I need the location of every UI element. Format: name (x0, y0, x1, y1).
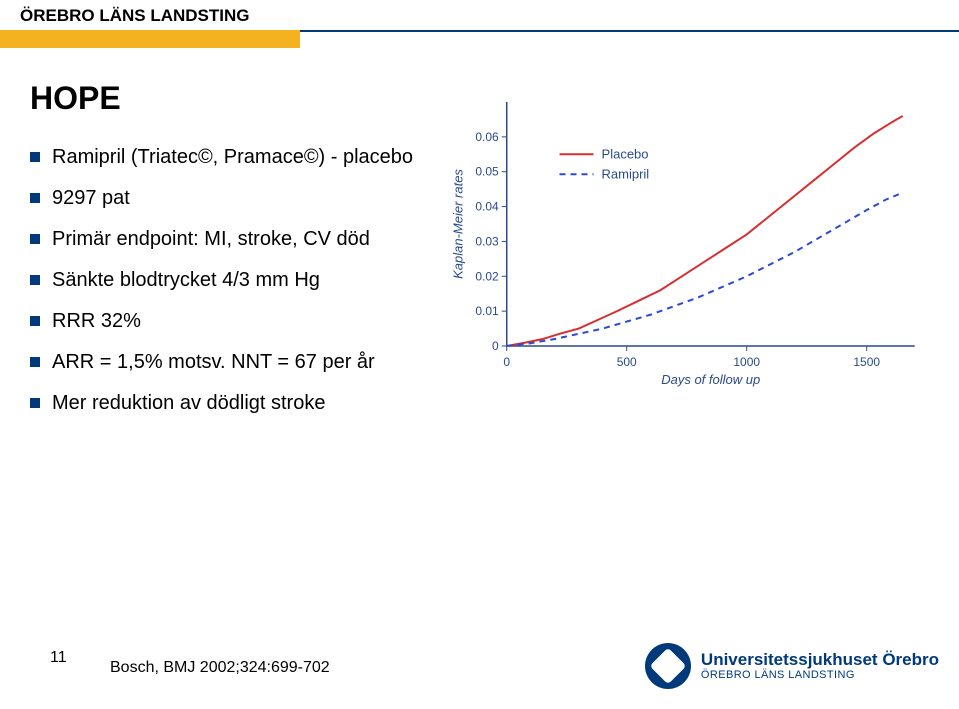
svg-text:Days of follow up: Days of follow up (661, 372, 760, 387)
header-accent-bar (0, 30, 300, 48)
footer-logo: Universitetssjukhuset Örebro ÖREBRO LÄNS… (645, 643, 939, 689)
bullet-list: Ramipril (Triatec©, Pramace©) - placebo 9… (30, 145, 436, 416)
org-name: ÖREBRO LÄNS LANDSTING (20, 6, 250, 26)
svg-text:Ramipril: Ramipril (601, 166, 649, 181)
bullet-item: Ramipril (Triatec©, Pramace©) - placebo (30, 145, 436, 170)
svg-text:0.02: 0.02 (475, 269, 499, 283)
bullet-item: Sänkte blodtrycket 4/3 mm Hg (30, 268, 436, 293)
svg-text:0: 0 (503, 355, 510, 369)
svg-text:500: 500 (616, 355, 636, 369)
svg-text:Kaplan-Meier rates: Kaplan-Meier rates (450, 169, 465, 279)
page-number: 11 (50, 649, 67, 667)
footer: 11 Bosch, BMJ 2002;324:699-702 Universit… (0, 639, 959, 689)
logo-text: Universitetssjukhuset Örebro ÖREBRO LÄNS… (701, 650, 939, 682)
svg-text:0.05: 0.05 (475, 165, 499, 179)
svg-text:0.01: 0.01 (475, 304, 499, 318)
logo-line2: ÖREBRO LÄNS LANDSTING (701, 669, 939, 682)
bullet-item: 9297 pat (30, 186, 436, 211)
bullet-item: ARR = 1,5% motsv. NNT = 67 per år (30, 350, 436, 375)
svg-text:1500: 1500 (853, 355, 880, 369)
svg-text:0.06: 0.06 (475, 130, 499, 144)
slide-title: HOPE (30, 80, 436, 117)
logo-line1: Universitetssjukhuset Örebro (701, 650, 939, 670)
header: ÖREBRO LÄNS LANDSTING (0, 0, 959, 50)
logo-icon (645, 643, 691, 689)
svg-text:0.03: 0.03 (475, 234, 499, 248)
svg-text:1000: 1000 (733, 355, 760, 369)
bullet-item: Mer reduktion av dödligt stroke (30, 391, 436, 416)
svg-text:0.04: 0.04 (475, 200, 499, 214)
chart-column: 0 0.01 0.02 0.03 0.04 0.05 0.06 0 500 1000 1500 Day… (444, 80, 929, 629)
citation: Bosch, BMJ 2002;324:699-702 (110, 659, 330, 677)
svg-text:0: 0 (492, 339, 499, 353)
bullet-item: RRR 32% (30, 309, 436, 334)
bullet-item: Primär endpoint: MI, stroke, CV död (30, 227, 436, 252)
svg-text:Placebo: Placebo (601, 146, 648, 161)
text-column: HOPE Ramipril (Triatec©, Pramace©) - pla… (30, 80, 444, 629)
kaplan-meier-chart: 0 0.01 0.02 0.03 0.04 0.05 0.06 0 500 1000 1500 Day… (444, 90, 929, 390)
main-content: HOPE Ramipril (Triatec©, Pramace©) - pla… (30, 80, 929, 629)
